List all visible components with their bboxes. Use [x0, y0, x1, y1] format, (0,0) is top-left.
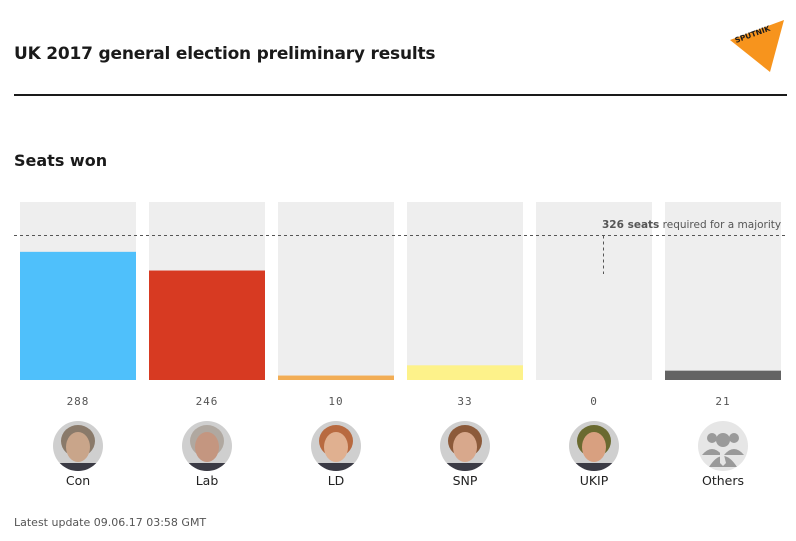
- bar-snp: [407, 365, 523, 380]
- bar-lab: [149, 270, 265, 380]
- bar-con: [20, 251, 136, 380]
- jeremy-corbyn-portrait-icon: [182, 421, 232, 471]
- party-label-ukip: UKIP: [579, 473, 609, 488]
- logo-shape: [730, 20, 784, 72]
- party-label-con: Con: [65, 473, 91, 488]
- sputnik-logo: SPUTNIK: [730, 20, 784, 72]
- section-title: Seats won: [14, 151, 108, 170]
- page-title: UK 2017 general election preliminary res…: [14, 44, 436, 64]
- value-label-others: 21: [715, 395, 730, 408]
- value-label-ld: 10: [328, 395, 343, 408]
- bar-track-ld: [278, 202, 394, 380]
- value-label-ukip: 0: [590, 395, 598, 408]
- party-label-ld: LD: [327, 473, 345, 488]
- majority-label-text: required for a majority: [659, 219, 781, 231]
- last-update: Latest update 09.06.17 03:58 GMT: [14, 516, 207, 529]
- nicola-sturgeon-portrait-icon: [440, 421, 490, 471]
- bar-ld: [278, 375, 394, 380]
- paul-nuttall-portrait-icon: [569, 421, 619, 471]
- bar-track-others: [665, 202, 781, 380]
- majority-label-value: 326 seats: [602, 219, 659, 231]
- value-label-snp: 33: [457, 395, 472, 408]
- bar-track-ukip: [536, 202, 652, 380]
- tim-farron-portrait-icon: [311, 421, 361, 471]
- value-label-con: 288: [67, 395, 90, 408]
- value-label-lab: 246: [196, 395, 219, 408]
- bar-others: [665, 370, 781, 380]
- bar-track-snp: [407, 202, 523, 380]
- party-label-lab: Lab: [195, 473, 219, 488]
- party-label-snp: SNP: [452, 473, 478, 488]
- majority-label: 326 seats required for a majority: [602, 219, 781, 231]
- theresa-may-portrait-icon: [53, 421, 103, 471]
- party-label-others: Others: [701, 473, 744, 488]
- group-people-icon: [698, 421, 748, 471]
- header-divider: [14, 94, 787, 96]
